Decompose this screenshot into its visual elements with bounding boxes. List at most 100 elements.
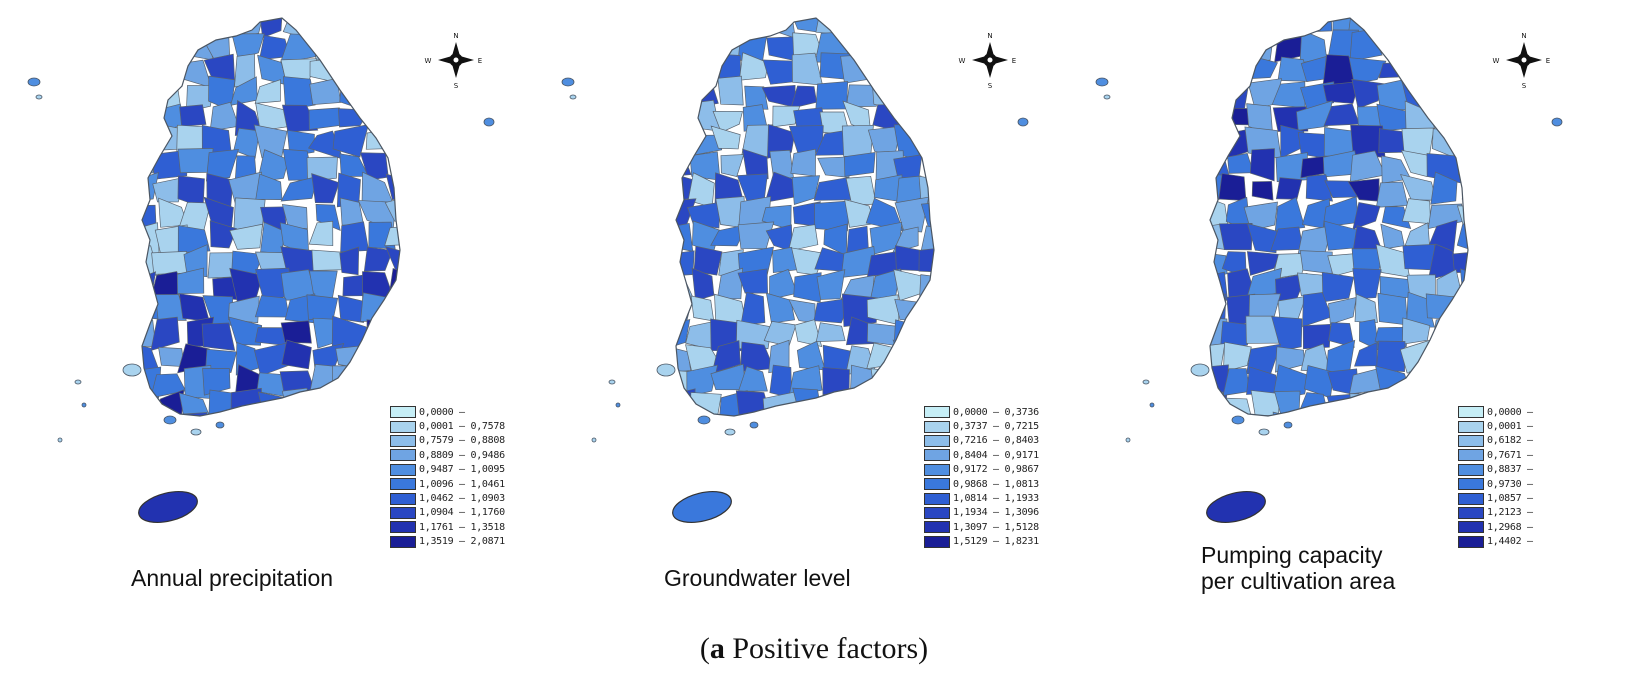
district-region	[1299, 250, 1333, 275]
legend-swatch	[1458, 463, 1484, 476]
district-region	[1349, 28, 1383, 62]
district-region	[1350, 414, 1384, 416]
district-region	[1220, 321, 1254, 349]
district-region	[815, 322, 846, 342]
district-region	[1403, 392, 1435, 416]
legend-label: 1,2968 – 1,	[1487, 521, 1538, 533]
district-region	[254, 79, 281, 104]
district-region	[1274, 390, 1301, 416]
district-region	[339, 246, 360, 276]
legend-item: 1,0904 – 1,1760	[390, 506, 510, 520]
legend-label: 0,6182 – 0,	[1487, 435, 1538, 447]
legend-label: 0,0001 – 0,	[1487, 421, 1538, 433]
district-region	[790, 148, 816, 177]
legend-item: 0,7579 – 0,8808	[390, 434, 510, 448]
district-region	[1322, 81, 1361, 104]
district-region	[765, 292, 796, 324]
district-region	[690, 295, 715, 322]
island	[608, 379, 616, 385]
district-region	[737, 268, 768, 294]
district-region	[1251, 181, 1274, 201]
district-region	[1456, 223, 1468, 256]
district-region	[1210, 124, 1224, 158]
district-region	[1376, 340, 1406, 372]
compass-label-s: S	[1522, 82, 1527, 90]
district-region	[361, 388, 391, 416]
district-region	[142, 132, 159, 161]
district-region	[1210, 415, 1230, 416]
district-region	[676, 126, 686, 158]
district-region	[899, 82, 924, 110]
coastline	[141, 17, 401, 417]
legend-item: 0,0000 –	[1458, 405, 1538, 419]
legend-item: 0,8404 – 0,9171	[924, 448, 1044, 462]
district-region	[920, 201, 934, 231]
district-region	[921, 59, 934, 85]
district-region	[386, 80, 400, 113]
legend-item: 0,7671 – 0,	[1458, 448, 1538, 462]
legend-label: 0,9868 – 1,0813	[953, 478, 1039, 490]
district-region	[1425, 293, 1462, 321]
district-region	[744, 85, 769, 110]
legend-item: 0,8809 – 0,9486	[390, 448, 510, 462]
district-region	[286, 129, 315, 157]
district-region	[1454, 18, 1468, 40]
district-region	[281, 204, 308, 230]
legend-item: 0,0000 – 0,3736	[924, 405, 1044, 419]
district-region	[1245, 55, 1278, 80]
coastline	[675, 17, 935, 417]
district-region	[1354, 342, 1378, 367]
district-region	[676, 30, 696, 63]
district-region	[845, 175, 877, 206]
district-region	[895, 18, 929, 31]
district-region	[815, 18, 849, 36]
legend-swatch	[1458, 506, 1484, 519]
north-arrow-icon: N S E W	[1493, 32, 1551, 90]
island	[1258, 428, 1270, 436]
district-region	[1430, 171, 1458, 205]
legend-label: 0,7671 – 0,	[1487, 449, 1538, 461]
district-region	[1402, 412, 1433, 416]
legend-label: 0,0000 – 0,3736	[953, 406, 1039, 418]
legend-swatch	[390, 521, 416, 534]
coastline	[1209, 17, 1469, 417]
district-region	[1301, 18, 1333, 33]
district-region	[142, 52, 156, 82]
district-region	[155, 294, 187, 321]
district-region	[763, 420, 797, 444]
district-region	[875, 18, 900, 36]
figure-caption: (a Positive factors)	[699, 632, 929, 665]
district-region	[1210, 18, 1226, 40]
district-region	[741, 18, 775, 39]
district-region	[1402, 317, 1431, 345]
map-title-line: Annual precipitation	[131, 565, 334, 591]
district-region	[676, 18, 694, 32]
north-arrow-icon: N S E W	[425, 32, 483, 90]
district-region	[357, 343, 397, 373]
district-region	[176, 267, 205, 295]
legend-swatch	[1458, 478, 1484, 491]
district-region	[332, 124, 369, 158]
district-region	[384, 195, 400, 223]
legend-swatch	[390, 535, 416, 548]
district-region	[767, 123, 796, 159]
legend-swatch	[1458, 535, 1484, 548]
district-region	[185, 85, 214, 113]
map-legend: 0,0000 – 0,0001 – 0,7578 0,7579 – 0,8808 0,…	[390, 405, 510, 549]
district-region	[254, 295, 290, 318]
district-region	[772, 105, 801, 128]
district-region	[333, 32, 370, 60]
district-region	[794, 319, 823, 348]
district-region	[1210, 271, 1228, 301]
district-region	[201, 322, 236, 351]
district-region	[385, 30, 400, 62]
district-region	[1249, 148, 1275, 182]
district-region	[848, 18, 877, 39]
legend-label: 1,0904 – 1,1760	[419, 507, 505, 519]
district-region	[1378, 62, 1409, 79]
legend-item: 1,0462 – 1,0903	[390, 491, 510, 505]
district-region	[202, 367, 231, 396]
district-region	[151, 251, 188, 275]
district-region	[257, 149, 289, 183]
district-region	[891, 391, 924, 416]
